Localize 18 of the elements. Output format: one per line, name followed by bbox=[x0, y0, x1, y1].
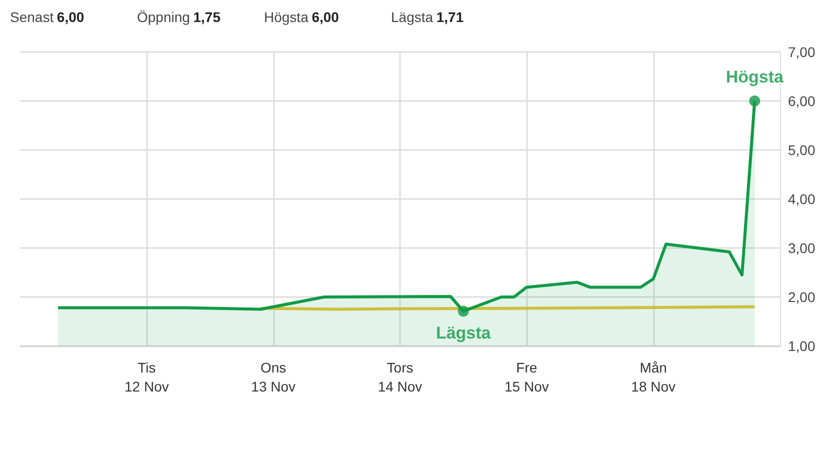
x-tick-label: Ons 13 Nov bbox=[251, 360, 296, 394]
text: Öppning 1,75 bbox=[137, 9, 221, 25]
y-tick-label: 1,00 bbox=[788, 338, 816, 354]
y-tick-label: 6,00 bbox=[788, 93, 816, 109]
y-tick-label: 2,00 bbox=[788, 289, 816, 305]
x-tick-label: Fre 15 Nov bbox=[504, 360, 549, 394]
y-tick-label: 5,00 bbox=[788, 142, 816, 158]
x-tick-label: Tors 14 Nov bbox=[378, 360, 422, 394]
y-tick-label: 4,00 bbox=[788, 191, 816, 207]
y-tick-label: 7,00 bbox=[788, 44, 816, 60]
annotation: Lägsta bbox=[436, 324, 492, 343]
text: Senast 6,00 bbox=[10, 9, 84, 25]
x-tick-label: Tis 12 Nov bbox=[124, 360, 169, 394]
annotation: Högsta bbox=[726, 68, 784, 86]
text: Lägsta 1,71 bbox=[391, 9, 464, 25]
text: Högsta 6,00 bbox=[264, 9, 340, 25]
y-tick-label: 3,00 bbox=[788, 240, 816, 256]
x-tick-label: Mån 18 Nov bbox=[631, 360, 676, 394]
